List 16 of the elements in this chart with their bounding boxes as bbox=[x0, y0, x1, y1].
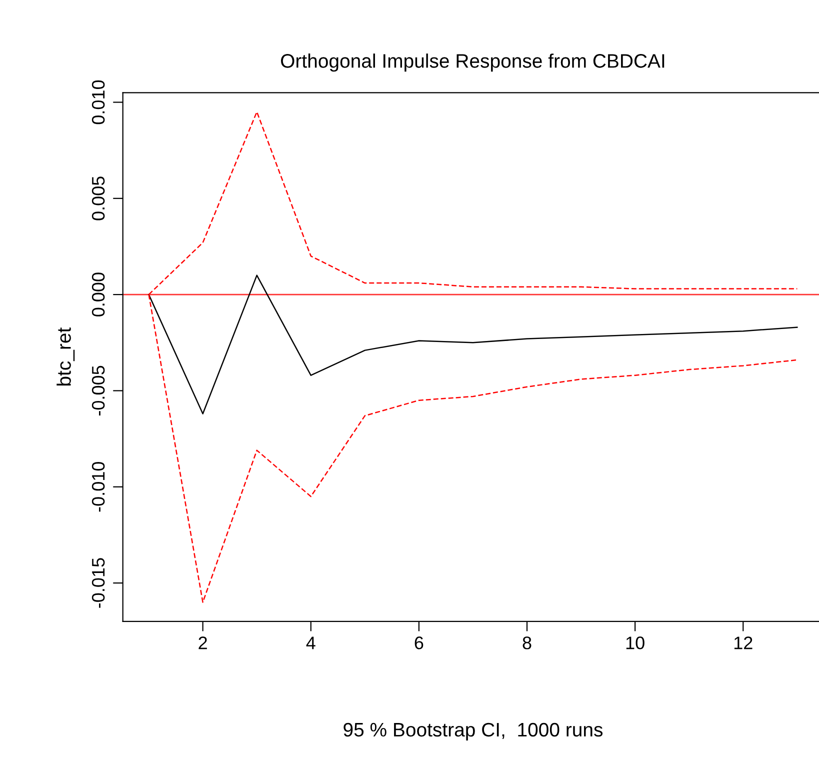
y-tick-label: 0.010 bbox=[92, 80, 105, 124]
y-tick-label: -0.010 bbox=[92, 462, 105, 512]
y-tick-label: -0.015 bbox=[92, 558, 105, 608]
line-series bbox=[148, 274, 798, 414]
chart-title: Orthogonal Impulse Response from CBDCAI bbox=[280, 54, 664, 72]
x-tick-label: 4 bbox=[306, 636, 316, 650]
x-tick-label: 8 bbox=[522, 636, 532, 650]
x-tick-label: 6 bbox=[414, 636, 424, 650]
x-tick-label: 10 bbox=[626, 636, 644, 650]
x-tick-label: 2 bbox=[198, 636, 207, 650]
y-tick-label: -0.005 bbox=[92, 366, 105, 416]
y-tick-label: 0.005 bbox=[92, 176, 105, 220]
y-tick-label: 0.000 bbox=[92, 272, 105, 316]
x-tick-label: 12 bbox=[734, 636, 752, 650]
y-axis-title: btc_ret bbox=[56, 327, 75, 386]
x-axis-title: 95 % Bootstrap CI, 1000 runs bbox=[344, 722, 603, 740]
